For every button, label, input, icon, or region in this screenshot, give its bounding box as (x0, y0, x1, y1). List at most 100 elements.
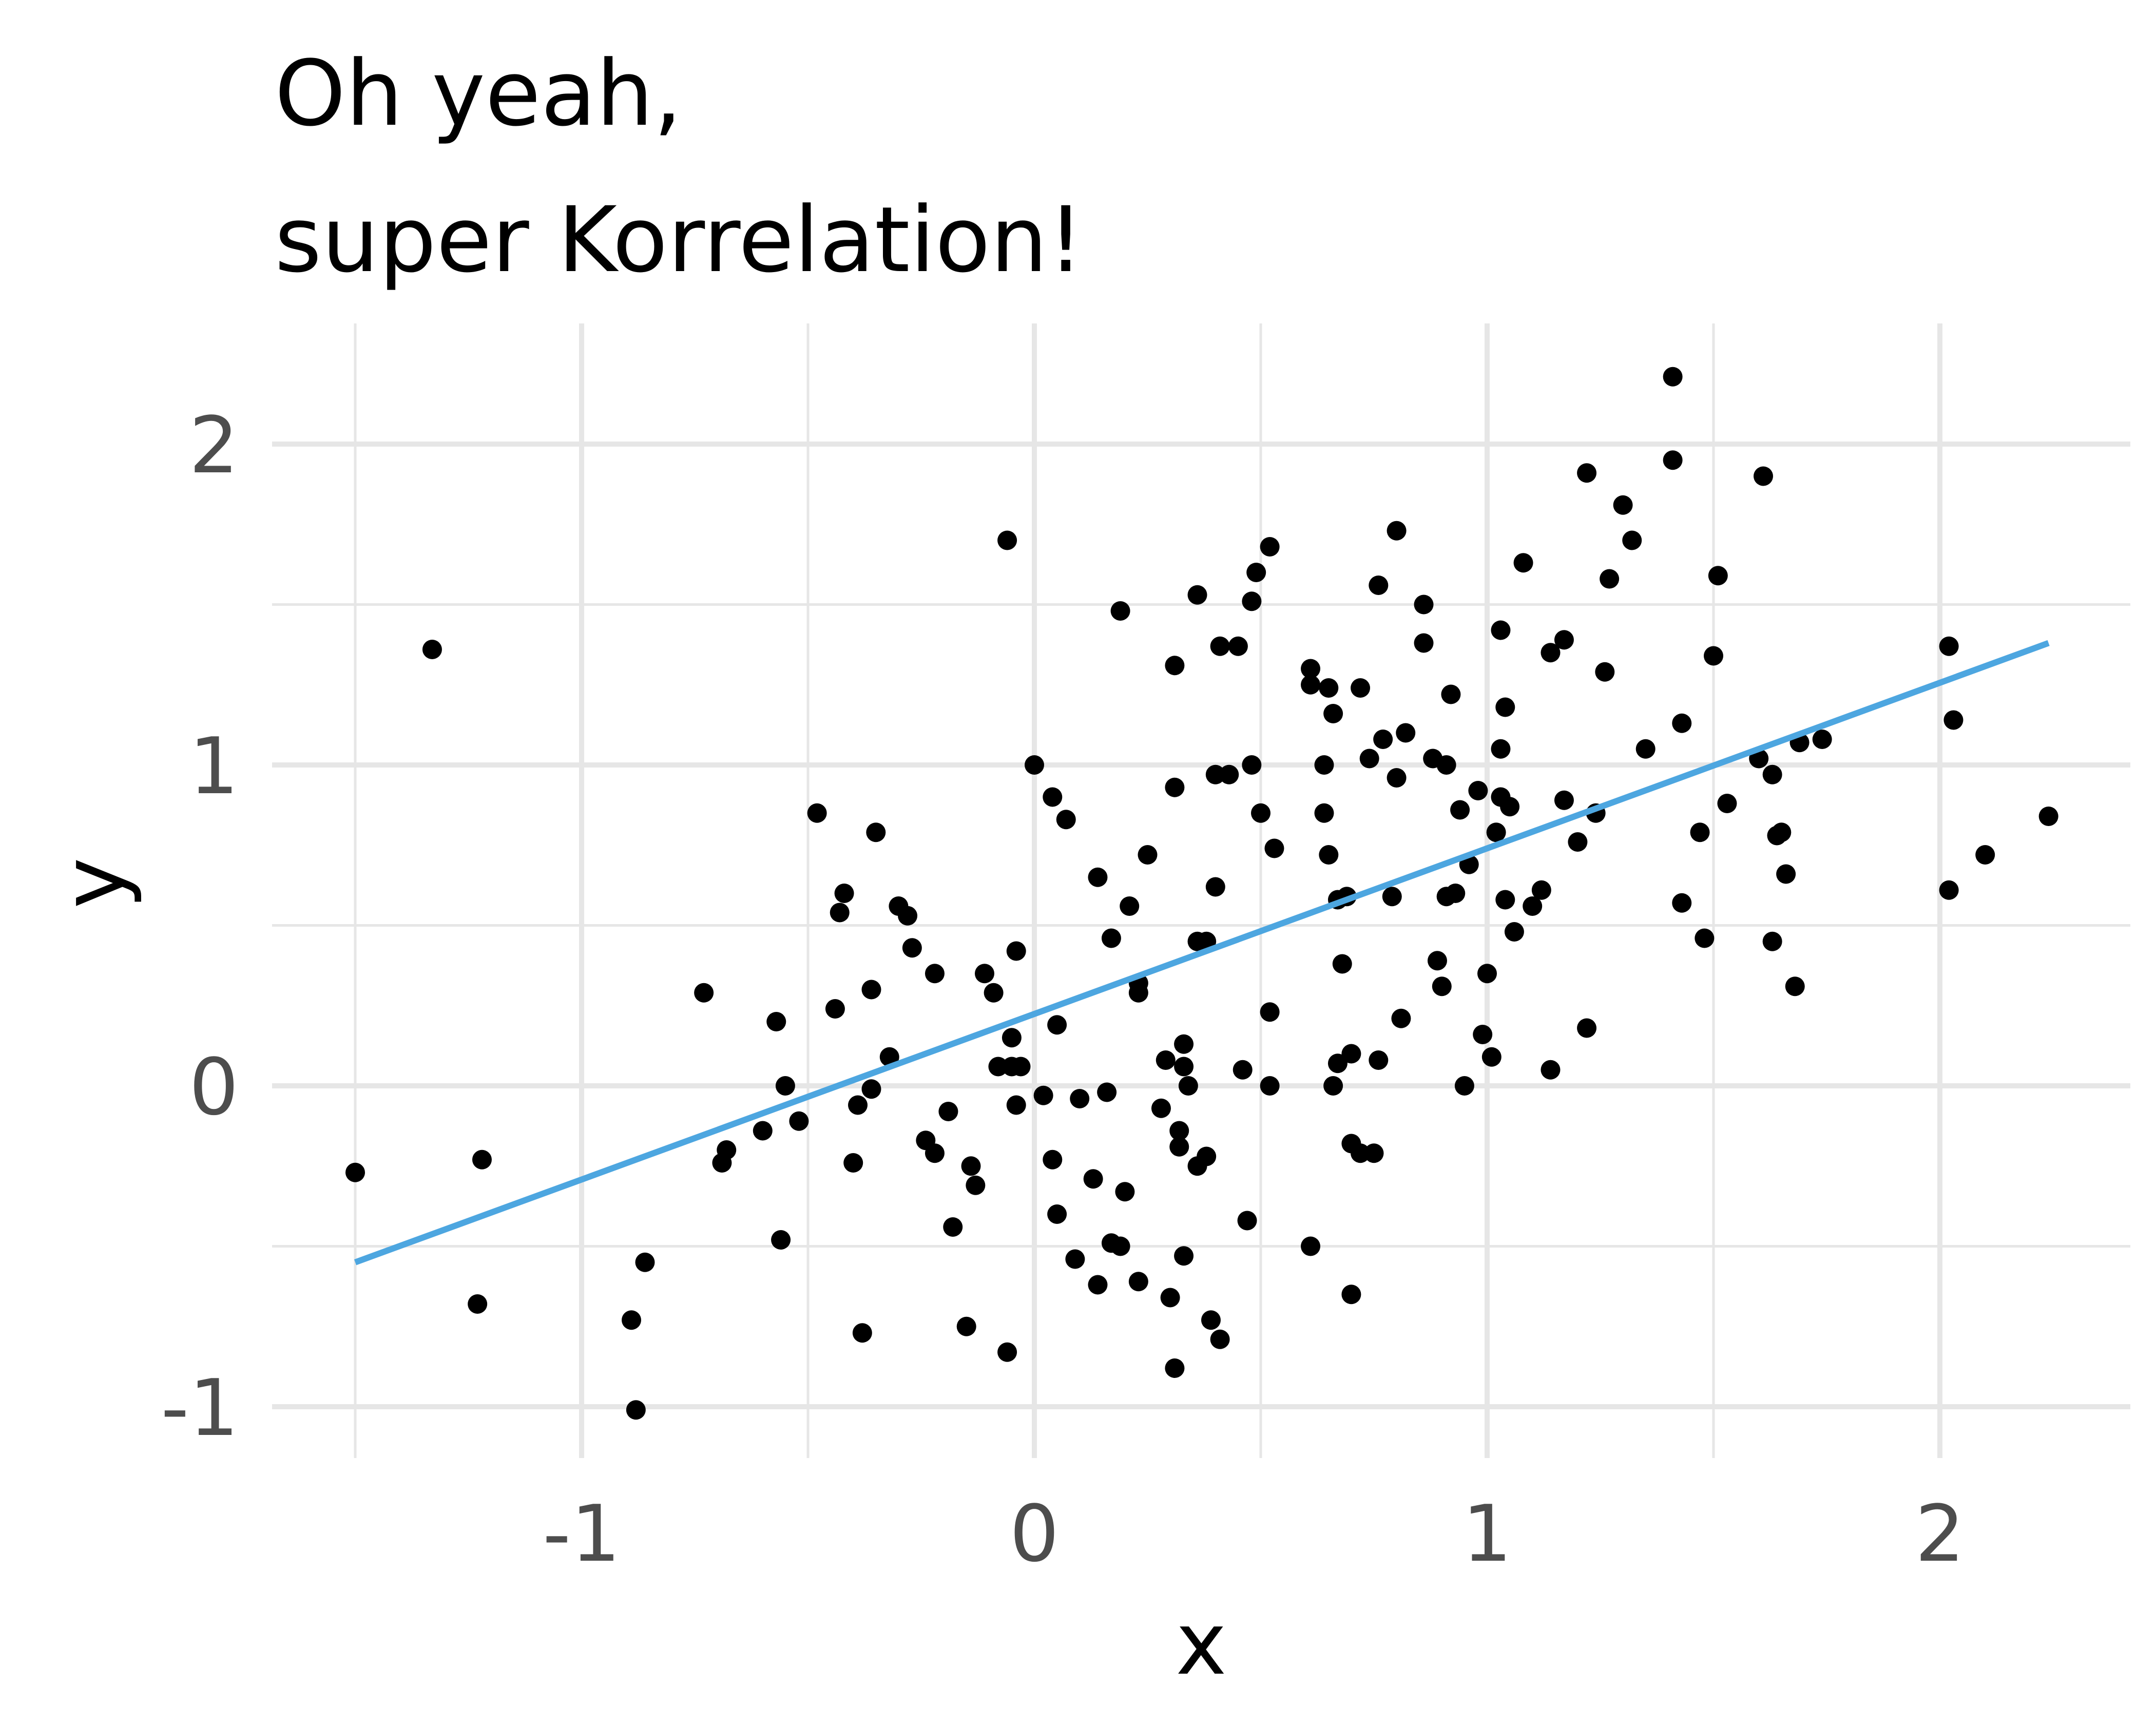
data-point (1056, 810, 1076, 830)
data-point (345, 1162, 365, 1182)
data-point (472, 1149, 492, 1170)
data-point (1754, 466, 1774, 486)
chart-title-line-1: Oh yeah, (275, 41, 682, 146)
data-point (984, 983, 1004, 1003)
data-point (956, 1316, 976, 1336)
data-point (852, 1323, 872, 1343)
data-point (1939, 880, 1959, 900)
data-point (1717, 794, 1737, 813)
data-point (848, 1095, 868, 1115)
data-point (1006, 941, 1026, 961)
data-point (1486, 822, 1506, 842)
data-point (1156, 1050, 1176, 1070)
data-point (1174, 1057, 1194, 1077)
x-tick-labels: -1 0 1 2 (543, 1488, 1965, 1579)
data-point (1772, 822, 1792, 842)
data-point (1504, 922, 1524, 942)
data-point (1704, 646, 1723, 666)
data-point (1314, 803, 1334, 823)
data-point (1613, 495, 1633, 515)
data-point (1762, 931, 1782, 951)
data-point (1450, 800, 1470, 820)
data-point (1178, 1076, 1198, 1096)
data-point (1468, 781, 1488, 800)
data-point (1319, 845, 1339, 865)
data-point (1568, 832, 1588, 852)
data-point (1387, 521, 1407, 541)
data-point (1369, 1050, 1389, 1070)
data-point (1436, 755, 1456, 775)
data-point (1762, 764, 1782, 784)
data-point (834, 884, 854, 903)
y-tick-label: 2 (189, 400, 239, 491)
data-point (1088, 1275, 1108, 1295)
data-point (1228, 636, 1248, 656)
data-point (1577, 463, 1597, 483)
data-point (1554, 790, 1574, 810)
data-point (694, 983, 714, 1003)
data-point (1260, 1076, 1280, 1096)
data-point (1495, 697, 1515, 717)
data-point (1043, 1149, 1063, 1170)
data-point (1101, 928, 1121, 948)
data-point (1169, 1121, 1189, 1141)
data-point (1088, 867, 1108, 887)
data-point (1327, 1053, 1348, 1074)
data-point (879, 1047, 899, 1067)
data-point (1975, 845, 1995, 865)
y-tick-label: 0 (189, 1042, 239, 1133)
y-tick-label: 1 (189, 721, 239, 812)
data-point (843, 1153, 863, 1173)
data-point (1943, 710, 1964, 730)
data-point (1341, 1044, 1361, 1064)
data-point (1622, 530, 1642, 550)
data-point (1513, 553, 1533, 573)
data-point (1364, 1143, 1384, 1163)
x-tick-label: 2 (1915, 1488, 1965, 1579)
data-point (1323, 704, 1343, 723)
data-point (1387, 768, 1407, 788)
data-point (1006, 1095, 1026, 1115)
regression-line-group (354, 640, 2050, 1266)
data-point (766, 1012, 786, 1031)
regression-line (354, 640, 2050, 1266)
data-point (988, 1057, 1008, 1077)
data-point (1251, 803, 1270, 823)
data-point (1110, 1236, 1130, 1256)
data-point (1495, 890, 1515, 910)
data-point (1197, 1146, 1217, 1166)
data-point (1427, 951, 1447, 971)
data-point (1025, 755, 1044, 775)
data-point (825, 999, 845, 1019)
data-point (1169, 1137, 1189, 1157)
data-point (1070, 1089, 1090, 1108)
data-point (1205, 764, 1225, 784)
data-point (1351, 1143, 1371, 1163)
x-tick-label: -1 (543, 1488, 621, 1579)
data-point (1260, 1002, 1280, 1022)
y-axis-title: y (43, 857, 144, 908)
data-point (830, 903, 850, 923)
data-point (1541, 643, 1561, 663)
data-point (1939, 636, 1959, 656)
data-point (622, 1310, 642, 1330)
data-point (1491, 620, 1511, 640)
data-point (861, 980, 881, 1000)
y-tick-label: -1 (161, 1363, 239, 1453)
data-point (1110, 601, 1130, 621)
data-point (1600, 569, 1620, 589)
data-point (1523, 896, 1543, 916)
chart-title-line-2: super Korrelation! (275, 187, 1084, 293)
data-point (943, 1217, 963, 1237)
data-point (1481, 1047, 1502, 1067)
data-point (1432, 976, 1452, 996)
data-point (1165, 656, 1185, 676)
data-point (1233, 1060, 1253, 1080)
data-point (1785, 976, 1805, 996)
data-point (1047, 1015, 1067, 1035)
data-point (1065, 1249, 1085, 1269)
data-point (753, 1121, 773, 1141)
data-point (1301, 675, 1321, 695)
data-point (925, 964, 945, 984)
chart-title: Oh yeah, super Korrelation! (275, 21, 1084, 313)
